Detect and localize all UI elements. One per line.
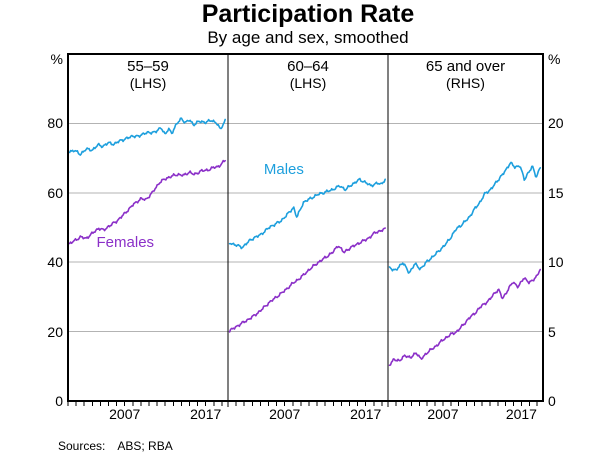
sources-value: ABS; RBA xyxy=(117,439,173,453)
y-axis-tick-label-left: 40 xyxy=(47,254,63,271)
y-axis-tick-label-left: 60 xyxy=(47,184,63,201)
x-axis-tick-label: 2017 xyxy=(190,406,222,422)
x-axis-tick-label: 2007 xyxy=(109,406,141,422)
x-axis-tick-label: 2007 xyxy=(427,406,459,422)
sources-label: Sources: xyxy=(58,439,106,453)
panel-subheader: (RHS) xyxy=(446,75,485,91)
y-axis-tick-label-right: 0 xyxy=(548,393,556,409)
series-label-males: Males xyxy=(263,160,304,178)
chart-title: Participation Rate xyxy=(201,0,415,28)
x-axis-tick-label: 2017 xyxy=(350,406,382,422)
y-axis-tick-label-right: 15 xyxy=(548,184,564,201)
series-label-females: Females xyxy=(96,233,155,251)
y-axis-tick-label-right: 5 xyxy=(548,323,556,340)
panel-subheader: (LHS) xyxy=(289,75,327,91)
males-line-panel-3 xyxy=(388,161,542,274)
y-axis-tick-label-left: 80 xyxy=(47,115,63,132)
panel-subheader: (LHS) xyxy=(129,75,167,91)
y-axis-tick-label-left: 0 xyxy=(55,393,63,409)
males-line-panel-2 xyxy=(228,177,386,250)
females-line-panel-1 xyxy=(68,159,226,245)
females-line-panel-3 xyxy=(388,268,542,367)
panel-header: 65 and over xyxy=(425,58,506,75)
left-axis-unit: % xyxy=(50,51,63,67)
y-axis-tick-label-right: 10 xyxy=(548,254,564,271)
sources-note: Sources: ABS; RBA xyxy=(58,439,173,453)
panel-header: 60–64 xyxy=(287,58,329,75)
x-axis-tick-label: 2017 xyxy=(505,406,537,422)
plot-border xyxy=(67,53,544,402)
panel-header: 55–59 xyxy=(127,58,169,75)
x-axis-tick-label: 2007 xyxy=(269,406,301,422)
right-axis-unit: % xyxy=(548,51,561,67)
males-line-panel-1 xyxy=(68,117,226,156)
y-axis-tick-label-right: 20 xyxy=(548,115,564,132)
y-axis-tick-label-left: 20 xyxy=(47,323,63,340)
chart-subtitle: By age and sex, smoothed xyxy=(207,28,409,47)
females-line-panel-2 xyxy=(228,227,386,333)
